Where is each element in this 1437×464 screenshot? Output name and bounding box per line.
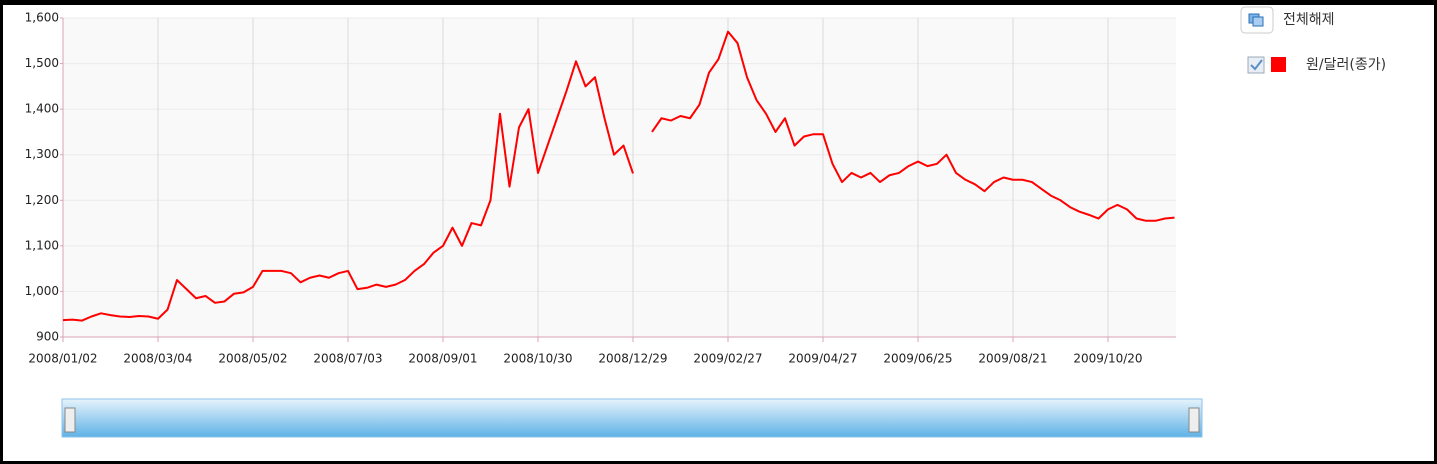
y-tick-label: 1,000 [25,284,59,298]
legend-label[interactable]: 원/달러(종가) [1306,57,1386,73]
check-mark [1250,59,1263,71]
y-tick-label: 1,600 [25,11,59,25]
x-tick-label: 2008/12/29 [598,352,667,366]
x-tick-label: 2008/10/30 [503,352,572,366]
y-tick-label: 1,200 [25,193,59,207]
scrollbar[interactable] [61,398,1203,438]
x-tick-label: 2008/09/01 [408,352,477,366]
chart: 전체해제 원/달러(종가) 900 1,000 1,100 1,200 1,300 1,4… [25,6,1386,438]
legend-checkbox[interactable] [1247,56,1265,74]
clear-all-label[interactable]: 전체해제 [1283,12,1335,28]
scroll-handle-left[interactable] [64,407,76,433]
y-tick-label: 1,100 [25,238,59,252]
scrollbar-track[interactable] [61,398,1203,438]
plot-area [63,18,1176,337]
y-tick-label: 1,500 [25,56,59,70]
frame: 전체해제 원/달러(종가) 900 1,000 1,100 1,200 1,300 1,4… [3,5,1434,461]
series-line [62,30,1175,322]
y-tick-label: 900 [36,330,59,344]
x-tick-label: 2009/02/27 [693,352,762,366]
x-tick-label: 2008/01/02 [28,352,97,366]
x-tick-label: 2008/07/03 [313,352,382,366]
clear-all-icon [1252,16,1264,27]
x-tick-label: 2009/04/27 [788,352,857,366]
x-tick-label: 2008/05/02 [218,352,287,366]
x-tick-label: 2009/10/20 [1073,352,1142,366]
x-tick-label: 2008/03/04 [123,352,192,366]
scroll-handle-right[interactable] [1188,407,1200,433]
legend-swatch [1271,57,1286,72]
x-tick-label: 2009/08/21 [978,352,1047,366]
x-tick-label: 2009/06/25 [883,352,952,366]
legend: 전체해제 원/달러(종가) [1240,6,1386,74]
y-tick-label: 1,300 [25,147,59,161]
y-tick-label: 1,400 [25,102,59,116]
